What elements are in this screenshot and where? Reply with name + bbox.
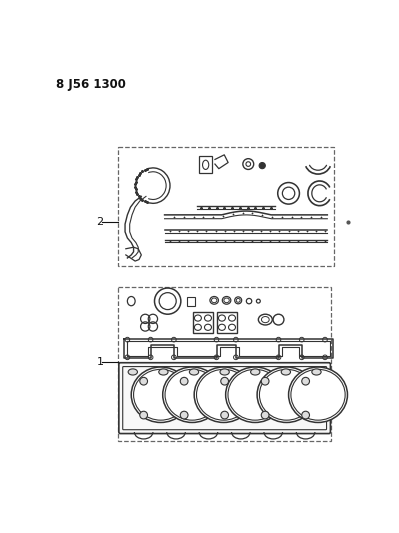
Circle shape [259,163,265,168]
Circle shape [140,377,148,385]
Ellipse shape [194,367,253,423]
Text: 1: 1 [97,357,103,367]
Ellipse shape [251,369,260,375]
Ellipse shape [257,367,316,423]
Ellipse shape [134,369,188,420]
FancyBboxPatch shape [119,363,330,433]
Circle shape [302,377,310,385]
Circle shape [180,411,188,419]
Circle shape [140,411,148,419]
Ellipse shape [312,369,321,375]
Ellipse shape [165,369,219,420]
Ellipse shape [291,369,345,420]
Text: 8 J56 1300: 8 J56 1300 [56,78,126,91]
Ellipse shape [128,369,137,375]
Ellipse shape [228,369,282,420]
Ellipse shape [131,367,190,423]
Bar [118,147,334,266]
Ellipse shape [196,369,251,420]
Ellipse shape [281,369,290,375]
Circle shape [221,377,229,385]
Text: 2: 2 [97,217,103,227]
Circle shape [221,411,229,419]
Ellipse shape [190,369,199,375]
Ellipse shape [288,367,348,423]
Ellipse shape [259,369,314,420]
Bar [193,312,213,334]
Ellipse shape [163,367,221,423]
Circle shape [261,377,269,385]
Circle shape [261,411,269,419]
Circle shape [302,411,310,419]
Ellipse shape [226,367,284,423]
Bar [187,296,195,306]
Bar [200,156,212,173]
Bar [217,312,237,334]
Bar [118,287,331,441]
Ellipse shape [220,369,229,375]
Ellipse shape [159,369,168,375]
Circle shape [180,377,188,385]
